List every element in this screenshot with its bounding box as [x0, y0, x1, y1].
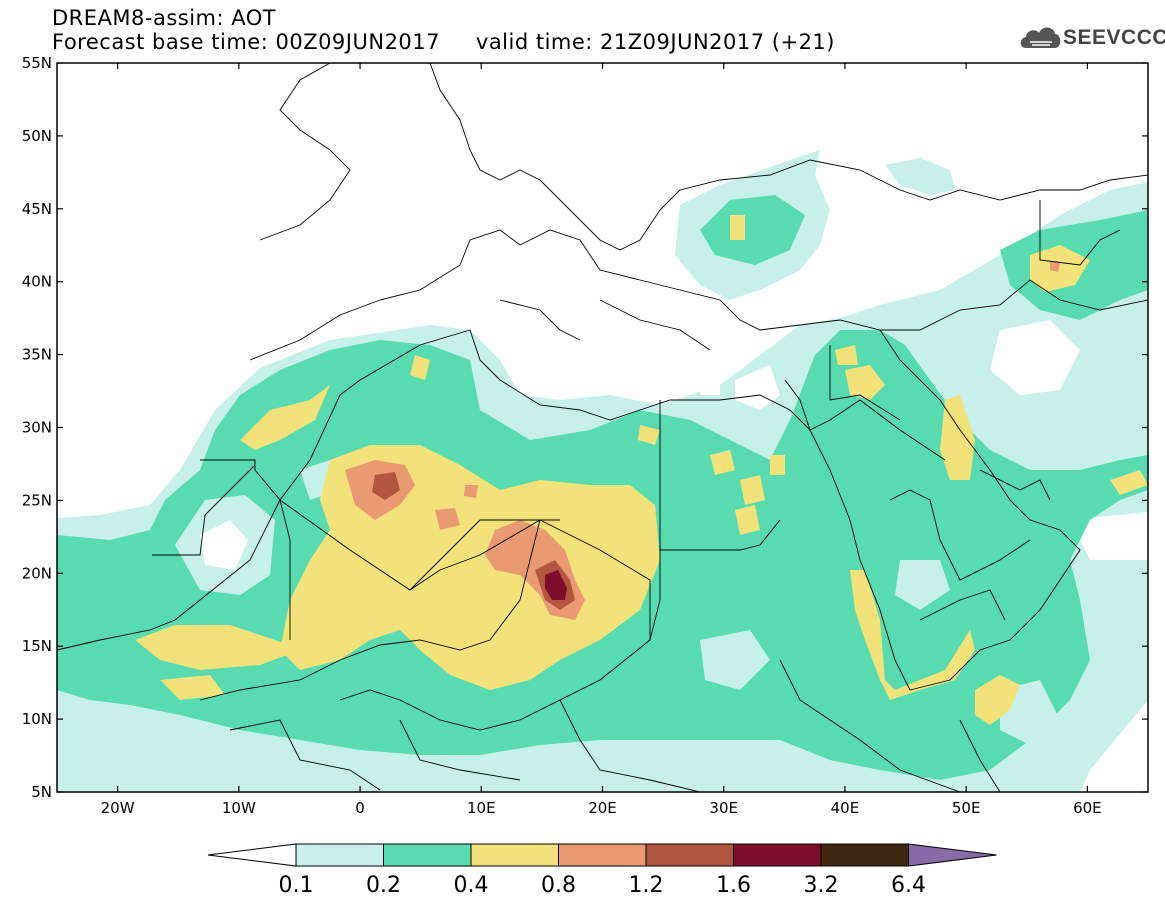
forecast-time-line: Forecast base time: 00Z09JUN2017 valid t… — [52, 30, 835, 54]
lat-label: 45N — [22, 200, 52, 218]
colorbar-box — [383, 843, 472, 867]
longitude-labels: 20W 10W 0 10E 20E 30E 40E 50E 60E — [101, 799, 1102, 817]
lon-label: 50E — [952, 799, 981, 817]
lat-label: 40N — [22, 273, 52, 291]
colorbar-label: 1.2 — [629, 873, 664, 898]
lon-label: 30E — [709, 799, 738, 817]
lon-label: 10W — [222, 799, 256, 817]
lat-label: 50N — [22, 127, 52, 145]
colorbar-box — [733, 843, 822, 867]
aot-level-1.6 — [545, 570, 567, 600]
colorbar-label: 0.4 — [454, 873, 489, 898]
seevccc-logo-text: SEEVCCC — [1063, 26, 1165, 49]
colorbar-label: 0.8 — [541, 873, 576, 898]
colorbar-over-arrow — [908, 843, 997, 867]
lat-label: 10N — [22, 710, 52, 728]
lat-label: 15N — [22, 637, 52, 655]
lon-label: 20W — [101, 799, 135, 817]
colorbar-label: 3.2 — [804, 873, 839, 898]
colorbar-box — [558, 843, 647, 867]
aot-colorbar-labels: 0.1 0.2 0.4 0.8 1.2 1.6 3.2 6.4 — [279, 873, 927, 898]
colorbar-box — [645, 843, 734, 867]
lat-label: 35N — [22, 346, 52, 364]
lat-label: 20N — [22, 564, 52, 582]
latitude-ticks — [57, 62, 1148, 793]
colorbar-label: 6.4 — [891, 873, 926, 898]
colorbar-box — [295, 843, 384, 867]
country-boundaries — [57, 63, 1148, 792]
longitude-ticks — [117, 63, 1088, 792]
colorbar-label: 0.1 — [279, 873, 314, 898]
lon-label: 40E — [831, 799, 860, 817]
colorbar-box — [820, 843, 909, 867]
lat-label: 55N — [22, 54, 52, 72]
lon-label: 0 — [355, 799, 365, 817]
colorbar-box — [470, 843, 559, 867]
lon-label: 20E — [588, 799, 617, 817]
lon-label: 60E — [1073, 799, 1102, 817]
colorbar-label: 0.2 — [366, 873, 401, 898]
colorbar-label: 1.6 — [716, 873, 751, 898]
aot-below-0.1-inner — [200, 520, 248, 570]
product-title: DREAM8-assim: AOT — [52, 6, 277, 30]
lat-label: 30N — [22, 419, 52, 437]
latitude-labels: 55N 50N 45N 40N 35N 30N 25N 20N 15N 10N 5N — [22, 54, 52, 801]
aot-field — [57, 150, 1148, 792]
lon-label: 10E — [467, 799, 496, 817]
lat-label: 5N — [31, 783, 52, 801]
cloud-icon — [1020, 27, 1061, 48]
aot-colorbar — [207, 843, 997, 867]
colorbar-under-arrow — [207, 843, 297, 867]
lat-label: 25N — [22, 491, 52, 509]
